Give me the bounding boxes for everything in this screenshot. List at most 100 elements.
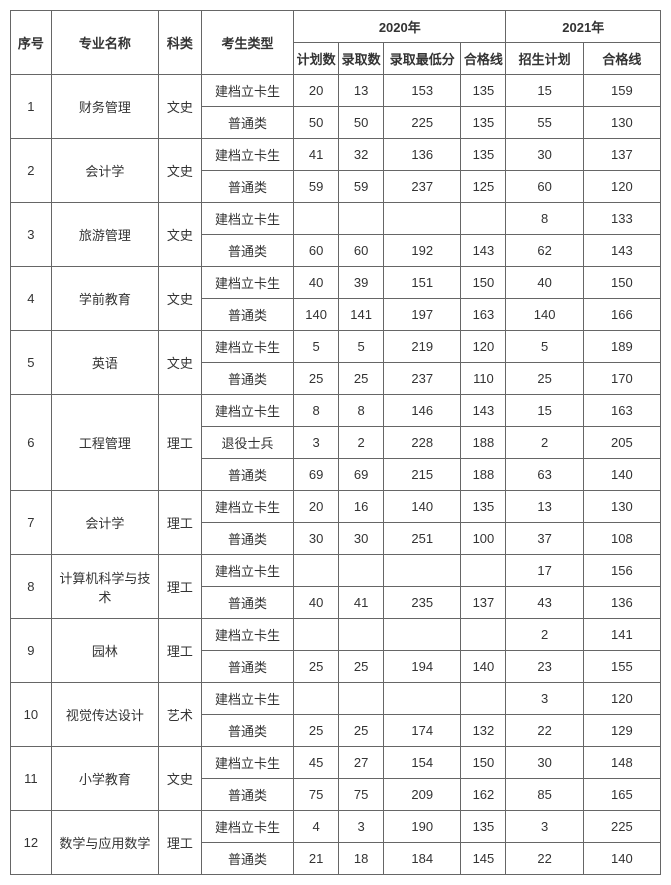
cell-pass: 150 — [461, 747, 506, 779]
cell-pass2: 155 — [583, 651, 660, 683]
cell-type: 建档立卡生 — [201, 811, 293, 843]
cell-pass: 143 — [461, 395, 506, 427]
cell-plan: 30 — [294, 523, 339, 555]
cell-admit: 2 — [339, 427, 384, 459]
cell-low: 209 — [384, 779, 461, 811]
cell-plan2: 43 — [506, 587, 583, 619]
table-row: 5英语文史建档立卡生552191205189 — [11, 331, 661, 363]
cell-admit: 27 — [339, 747, 384, 779]
table-row: 11小学教育文史建档立卡生452715415030148 — [11, 747, 661, 779]
cell-plan — [294, 555, 339, 587]
cell-plan2: 17 — [506, 555, 583, 587]
cell-subject: 理工 — [158, 395, 201, 491]
cell-type: 普通类 — [201, 299, 293, 331]
cell-major: 计算机科学与技术 — [51, 555, 158, 619]
cell-subject: 文史 — [158, 267, 201, 331]
cell-plan2: 3 — [506, 683, 583, 715]
table-row: 3旅游管理文史建档立卡生8133 — [11, 203, 661, 235]
cell-low: 153 — [384, 75, 461, 107]
cell-plan: 60 — [294, 235, 339, 267]
cell-pass2: 143 — [583, 235, 660, 267]
cell-pass — [461, 203, 506, 235]
cell-subject: 文史 — [158, 75, 201, 139]
cell-plan2: 8 — [506, 203, 583, 235]
cell-plan2: 60 — [506, 171, 583, 203]
cell-admit — [339, 555, 384, 587]
cell-admit: 25 — [339, 363, 384, 395]
cell-pass2: 130 — [583, 491, 660, 523]
cell-pass: 150 — [461, 267, 506, 299]
cell-pass2: 137 — [583, 139, 660, 171]
cell-seq: 2 — [11, 139, 52, 203]
cell-type: 建档立卡生 — [201, 139, 293, 171]
table-row: 2会计学文史建档立卡生413213613530137 — [11, 139, 661, 171]
cell-plan: 4 — [294, 811, 339, 843]
cell-pass: 110 — [461, 363, 506, 395]
cell-admit: 39 — [339, 267, 384, 299]
cell-pass: 125 — [461, 171, 506, 203]
cell-seq: 7 — [11, 491, 52, 555]
cell-pass2: 170 — [583, 363, 660, 395]
cell-admit: 25 — [339, 715, 384, 747]
cell-type: 建档立卡生 — [201, 619, 293, 651]
cell-seq: 3 — [11, 203, 52, 267]
cell-plan: 25 — [294, 651, 339, 683]
header-year-2020: 2020年 — [294, 11, 506, 43]
cell-seq: 11 — [11, 747, 52, 811]
header-subject: 科类 — [158, 11, 201, 75]
cell-pass2: 120 — [583, 683, 660, 715]
cell-low: 192 — [384, 235, 461, 267]
cell-low: 136 — [384, 139, 461, 171]
cell-plan: 69 — [294, 459, 339, 491]
cell-pass2: 205 — [583, 427, 660, 459]
cell-plan2: 5 — [506, 331, 583, 363]
cell-major: 英语 — [51, 331, 158, 395]
cell-plan2: 22 — [506, 715, 583, 747]
cell-plan2: 3 — [506, 811, 583, 843]
cell-plan: 50 — [294, 107, 339, 139]
header-major: 专业名称 — [51, 11, 158, 75]
cell-major: 数学与应用数学 — [51, 811, 158, 875]
cell-pass: 188 — [461, 427, 506, 459]
table-row: 8计算机科学与技术理工建档立卡生17156 — [11, 555, 661, 587]
cell-plan2: 15 — [506, 75, 583, 107]
cell-plan: 3 — [294, 427, 339, 459]
table-body: 1财务管理文史建档立卡生201315313515159普通类5050225135… — [11, 75, 661, 875]
cell-low: 235 — [384, 587, 461, 619]
cell-pass: 162 — [461, 779, 506, 811]
cell-plan2: 30 — [506, 747, 583, 779]
cell-type: 普通类 — [201, 779, 293, 811]
cell-pass2: 129 — [583, 715, 660, 747]
cell-pass2: 156 — [583, 555, 660, 587]
cell-low: 237 — [384, 363, 461, 395]
cell-subject: 理工 — [158, 619, 201, 683]
cell-plan2: 37 — [506, 523, 583, 555]
header-year-2021: 2021年 — [506, 11, 661, 43]
cell-admit — [339, 683, 384, 715]
cell-major: 会计学 — [51, 139, 158, 203]
cell-low: 194 — [384, 651, 461, 683]
cell-pass: 100 — [461, 523, 506, 555]
cell-pass — [461, 555, 506, 587]
cell-type: 普通类 — [201, 171, 293, 203]
cell-plan: 41 — [294, 139, 339, 171]
cell-pass: 163 — [461, 299, 506, 331]
cell-low: 146 — [384, 395, 461, 427]
cell-pass: 135 — [461, 75, 506, 107]
cell-plan: 25 — [294, 363, 339, 395]
table-row: 4学前教育文史建档立卡生403915115040150 — [11, 267, 661, 299]
cell-pass: 120 — [461, 331, 506, 363]
cell-subject: 理工 — [158, 491, 201, 555]
cell-seq: 10 — [11, 683, 52, 747]
cell-major: 工程管理 — [51, 395, 158, 491]
cell-low: 251 — [384, 523, 461, 555]
cell-low: 154 — [384, 747, 461, 779]
cell-pass — [461, 619, 506, 651]
header-low-score: 录取最低分 — [384, 43, 461, 75]
cell-seq: 9 — [11, 619, 52, 683]
cell-pass: 188 — [461, 459, 506, 491]
cell-seq: 12 — [11, 811, 52, 875]
cell-low: 215 — [384, 459, 461, 491]
cell-plan: 8 — [294, 395, 339, 427]
header-pass-line: 合格线 — [461, 43, 506, 75]
